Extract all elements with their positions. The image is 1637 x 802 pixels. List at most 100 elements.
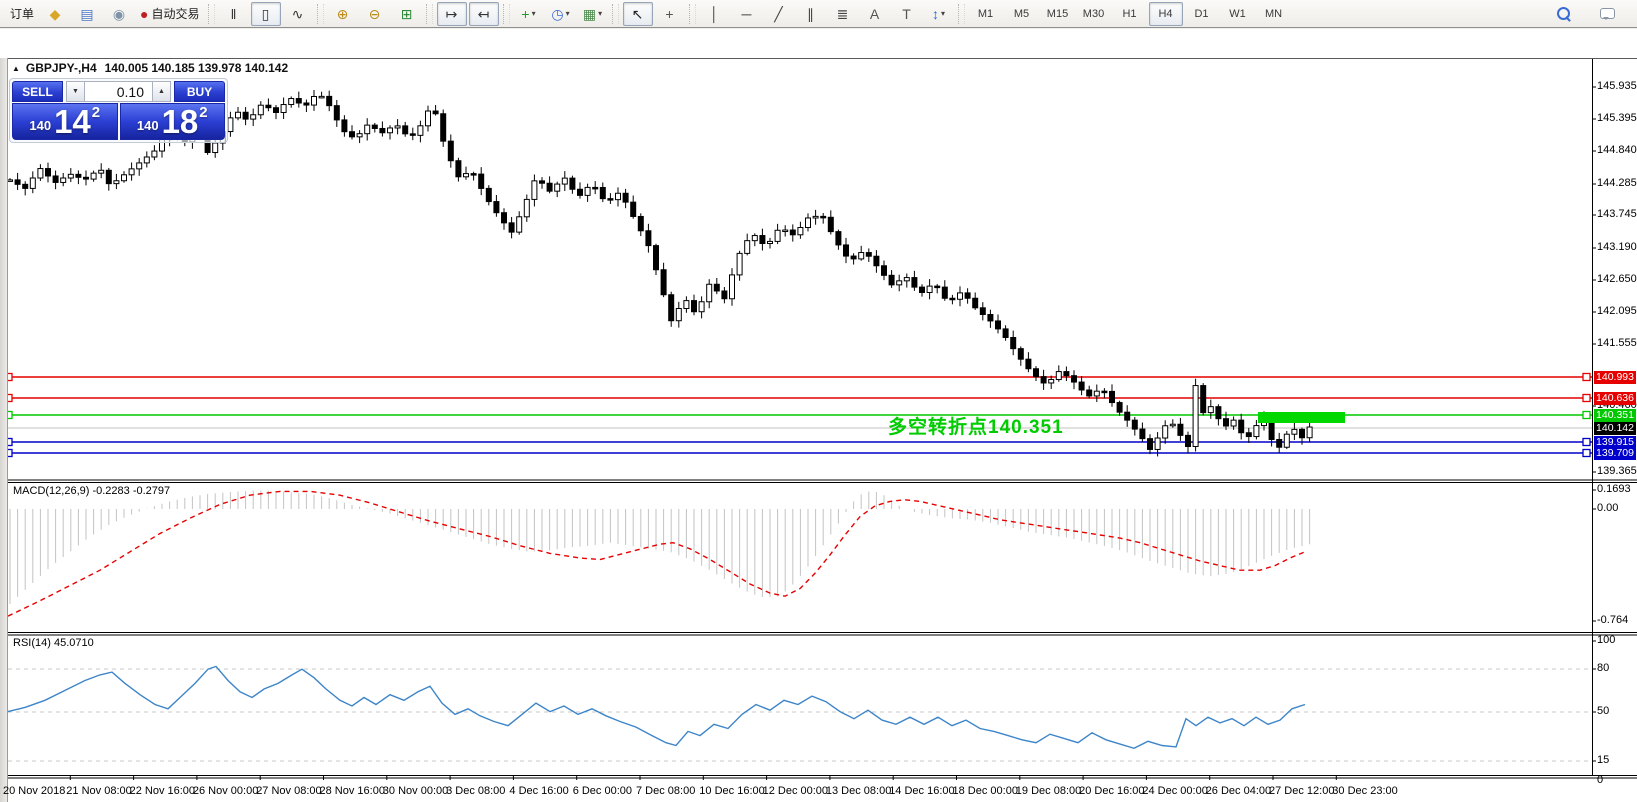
tf-h4-button[interactable]: H4 xyxy=(1148,1,1183,26)
price-axis-tick: 141.555 xyxy=(1597,337,1637,349)
cursor-button[interactable]: ↖ xyxy=(622,1,653,26)
chart-window: ▲ GBPJPY-,H4 140.005 140.185 139.978 140.1… xyxy=(0,29,1637,802)
arrows-button[interactable]: ↕ ▾ xyxy=(924,2,954,26)
tf-mn-button[interactable]: MN xyxy=(1264,7,1283,20)
equidistant-channel-button[interactable]: ∥ xyxy=(796,2,826,26)
bar-chart-button[interactable]: ‖ xyxy=(219,2,249,26)
macd-axis-tick: -0.764 xyxy=(1597,614,1629,626)
date-axis-label: 19 Dec 08:00 xyxy=(1015,785,1082,797)
indicators-glyph: + xyxy=(521,5,530,22)
chat-icon-button[interactable] xyxy=(1592,2,1622,26)
date-axis-label: 28 Nov 16:00 xyxy=(319,785,385,797)
toolbar-right-group xyxy=(1541,2,1637,26)
horizontal-line-button[interactable]: ─ xyxy=(732,2,762,26)
crosshair-glyph: + xyxy=(665,5,674,22)
search-icon-button[interactable] xyxy=(1548,2,1578,26)
tile-windows-glyph: ⊞ xyxy=(400,5,413,22)
price-axis-tick: 142.650 xyxy=(1597,273,1637,285)
date-axis-label: 10 Dec 16:00 xyxy=(699,785,765,797)
price-axis-tick: 139.365 xyxy=(1597,465,1637,477)
periods-glyph: ◷ xyxy=(551,5,564,22)
price-axis-tick: 143.190 xyxy=(1597,241,1637,253)
dropdown-caret-icon[interactable]: ▾ xyxy=(598,9,603,18)
new-order-button-label: 订单 xyxy=(10,7,35,21)
price-axis-tick: 145.935 xyxy=(1597,80,1637,92)
templates-button[interactable]: ▦ ▾ xyxy=(578,2,608,26)
line-chart-glyph: ∿ xyxy=(291,5,304,22)
volume-input[interactable]: 0.10 xyxy=(85,81,152,102)
text-label-button[interactable]: T xyxy=(892,2,922,26)
date-axis-label: 21 Nov 08:00 xyxy=(66,785,132,797)
sell-button[interactable]: SELL xyxy=(12,81,63,102)
autotrading-glyph: ● xyxy=(140,5,149,22)
dropdown-caret-icon[interactable]: ▾ xyxy=(940,9,945,18)
price-axis-tick: 145.395 xyxy=(1597,112,1637,124)
chart-shift-glyph: ↤ xyxy=(477,5,490,22)
buy-button[interactable]: BUY xyxy=(174,81,225,102)
date-axis-label: 26 Dec 04:00 xyxy=(1205,785,1272,797)
candlestick-glyph: ▯ xyxy=(261,5,270,22)
date-axis-label: 6 Dec 00:00 xyxy=(572,785,633,797)
pivot-annotation[interactable]: 多空转折点140.351 xyxy=(888,417,1064,438)
macd-indicator-label: MACD(12,26,9) -0.2283 -0.2797 xyxy=(13,485,171,497)
zoom-out-button[interactable]: ⊖ xyxy=(360,2,390,26)
zoom-in-glyph: ⊕ xyxy=(336,5,349,22)
autotrading-button[interactable]: ● 自动交易 xyxy=(136,2,203,26)
date-axis-label: 3 Dec 08:00 xyxy=(446,785,506,797)
date-axis-label: 30 Dec 23:00 xyxy=(1332,785,1398,797)
date-axis-label: 30 Nov 00:00 xyxy=(382,785,449,797)
volume-decrease-button[interactable]: ▼ xyxy=(66,81,85,102)
bid-prefix: 140 xyxy=(29,118,52,133)
volume-increase-button[interactable]: ▲ xyxy=(152,81,171,102)
toolbar-separator xyxy=(688,3,696,24)
tile-windows-button[interactable]: ⊞ xyxy=(392,2,422,26)
chart-title: GBPJPY-,H4 xyxy=(25,61,97,75)
macd-axis-tick: 0.1693 xyxy=(1597,483,1631,495)
tf-m1-button[interactable]: M1 xyxy=(977,7,994,20)
new-order-button[interactable]: 订单 xyxy=(3,2,38,26)
toolbar-separator xyxy=(425,3,433,24)
collapse-chart-icon[interactable]: ▲ xyxy=(12,64,20,73)
toolbar-separator xyxy=(611,3,619,24)
date-axis-label: 13 Dec 08:00 xyxy=(825,785,892,797)
ask-prefix: 140 xyxy=(136,118,159,133)
autotrading-button-label: 自动交易 xyxy=(151,7,200,21)
zoom-in-button[interactable]: ⊕ xyxy=(328,2,358,26)
chart-canvas[interactable] xyxy=(0,58,1637,802)
zoom-out-glyph: ⊖ xyxy=(368,5,381,22)
tf-m30-button[interactable]: M30 xyxy=(1082,7,1105,20)
signals-icon[interactable]: ◉ xyxy=(104,2,134,26)
market-watch-icon-glyph: ◆ xyxy=(49,5,61,22)
text-button[interactable]: A xyxy=(860,2,890,26)
horizontal-line-glyph: ─ xyxy=(741,5,752,22)
chart-shift-button[interactable]: ↤ xyxy=(468,1,499,26)
auto-scroll-button[interactable]: ↦ xyxy=(436,1,467,26)
sell-price-button[interactable]: 140 14 2 xyxy=(12,103,118,140)
trendline-button[interactable]: ╱ xyxy=(764,2,794,26)
fibonacci-button[interactable]: ≣ xyxy=(828,2,858,26)
price-axis-tick: 144.285 xyxy=(1597,177,1637,189)
tf-m5-button[interactable]: M5 xyxy=(1013,7,1030,20)
tf-d1-button[interactable]: D1 xyxy=(1194,7,1209,20)
crosshair-button[interactable]: + xyxy=(655,2,685,26)
navigator-icon[interactable]: ▤ xyxy=(72,2,102,26)
rsi-axis-tick: 0 xyxy=(1597,774,1604,786)
text-glyph: A xyxy=(869,5,880,22)
tf-m15-button[interactable]: M15 xyxy=(1046,7,1069,20)
dropdown-caret-icon[interactable]: ▾ xyxy=(565,9,570,18)
indicators-button[interactable]: + ▾ xyxy=(514,2,544,26)
macd-axis-tick: 0.00 xyxy=(1597,502,1619,514)
candlestick-button[interactable]: ▯ xyxy=(250,1,281,26)
chat-icon xyxy=(1599,8,1615,20)
line-chart-button[interactable]: ∿ xyxy=(283,2,313,26)
bar-chart-glyph: ‖ xyxy=(230,5,237,22)
periods-button[interactable]: ◷ ▾ xyxy=(546,2,576,26)
vertical-line-glyph: │ xyxy=(710,5,719,22)
market-watch-icon[interactable]: ◆ xyxy=(40,2,70,26)
dropdown-caret-icon[interactable]: ▾ xyxy=(531,9,536,18)
vertical-line-button[interactable]: │ xyxy=(700,2,730,26)
tf-h1-button[interactable]: H1 xyxy=(1122,7,1137,20)
tf-w1-button[interactable]: W1 xyxy=(1229,7,1246,20)
buy-price-button[interactable]: 140 18 2 xyxy=(119,103,225,140)
search-icon xyxy=(1556,7,1570,20)
